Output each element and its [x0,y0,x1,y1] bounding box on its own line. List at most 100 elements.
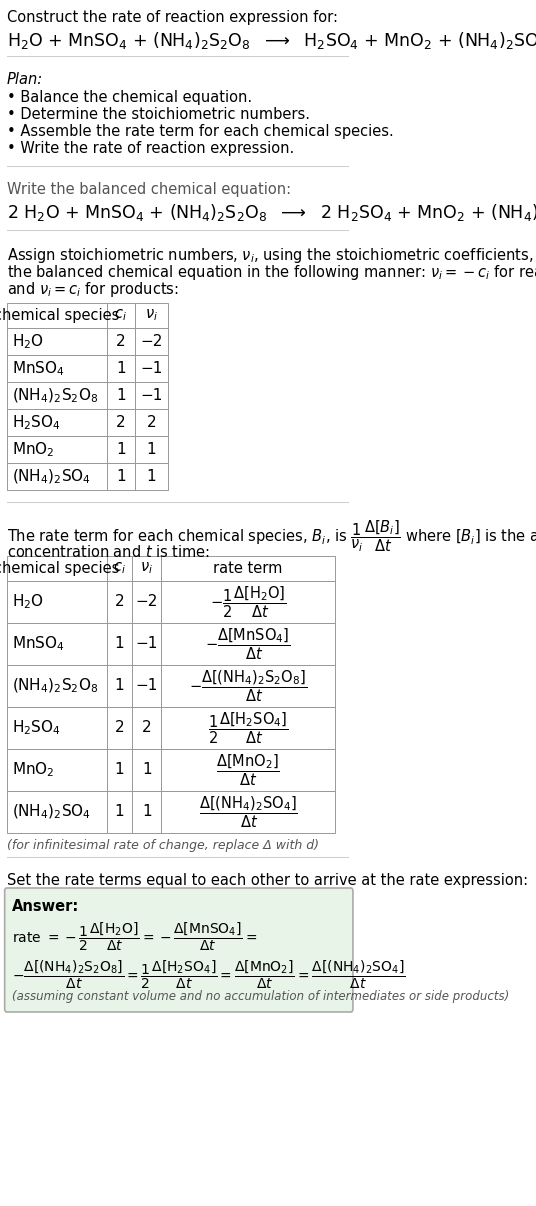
Text: • Determine the stoichiometric numbers.: • Determine the stoichiometric numbers. [6,107,310,122]
Text: Write the balanced chemical equation:: Write the balanced chemical equation: [6,182,291,197]
Bar [6,665,107,707]
Bar [161,749,335,791]
Text: The rate term for each chemical species, $B_i$, is $\dfrac{1}{\nu_i}\dfrac{\Delt: The rate term for each chemical species,… [6,519,536,554]
Text: (NH$_4$)$_2$SO$_4$: (NH$_4$)$_2$SO$_4$ [12,803,91,821]
Text: −1: −1 [140,361,162,376]
Text: 2: 2 [116,334,125,349]
Bar [6,624,107,665]
Text: Answer:: Answer: [12,898,79,914]
Text: H$_2$SO$_4$: H$_2$SO$_4$ [12,414,61,432]
Bar [6,556,107,581]
Bar [107,463,135,490]
Bar [6,749,107,791]
Text: −1: −1 [136,679,158,693]
Bar [107,328,135,355]
Bar [107,437,135,463]
Text: $\nu_i$: $\nu_i$ [140,561,153,576]
Text: 1: 1 [115,804,124,820]
Text: 1: 1 [115,679,124,693]
Text: −2: −2 [136,595,158,609]
Bar [6,791,107,833]
Text: 1: 1 [115,637,124,651]
Bar [132,707,161,749]
Text: $-\dfrac{1}{2}\dfrac{\Delta[\mathrm{H_2O}]}{\Delta t}$: $-\dfrac{1}{2}\dfrac{\Delta[\mathrm{H_2O… [210,584,286,620]
Bar [6,463,107,490]
Bar [135,303,168,328]
Bar [132,581,161,624]
Text: (assuming constant volume and no accumulation of intermediates or side products): (assuming constant volume and no accumul… [12,990,509,1003]
Text: 1: 1 [142,804,152,820]
Text: (for infinitesimal rate of change, replace Δ with d): (for infinitesimal rate of change, repla… [6,839,319,851]
Text: $c_i$: $c_i$ [113,561,126,576]
Bar [161,665,335,707]
Text: Set the rate terms equal to each other to arrive at the rate expression:: Set the rate terms equal to each other t… [6,873,528,888]
Bar [132,624,161,665]
Text: MnSO$_4$: MnSO$_4$ [12,359,65,377]
Text: −1: −1 [136,637,158,651]
Text: Construct the rate of reaction expression for:: Construct the rate of reaction expressio… [6,10,338,25]
Bar [107,581,132,624]
Bar [135,355,168,382]
Text: 2: 2 [115,595,124,609]
Text: H$_2$O: H$_2$O [12,332,44,351]
Bar [161,707,335,749]
Bar [132,556,161,581]
Text: (NH$_4$)$_2$S$_2$O$_8$: (NH$_4$)$_2$S$_2$O$_8$ [12,677,98,695]
Text: MnO$_2$: MnO$_2$ [12,440,55,458]
Text: the balanced chemical equation in the following manner: $\nu_i = -c_i$ for react: the balanced chemical equation in the fo… [6,263,536,282]
Text: MnSO$_4$: MnSO$_4$ [12,634,65,654]
Text: H$_2$SO$_4$: H$_2$SO$_4$ [12,719,61,737]
Text: $\dfrac{1}{2}\dfrac{\Delta[\mathrm{H_2SO_4}]}{\Delta t}$: $\dfrac{1}{2}\dfrac{\Delta[\mathrm{H_2SO… [208,710,288,745]
Bar [161,581,335,624]
Bar [107,382,135,409]
Text: $\nu_i$: $\nu_i$ [145,308,158,323]
Text: (NH$_4$)$_2$S$_2$O$_8$: (NH$_4$)$_2$S$_2$O$_8$ [12,386,98,405]
Text: rate term: rate term [213,561,283,576]
Bar [6,437,107,463]
Bar [161,624,335,665]
Bar [132,665,161,707]
Text: • Assemble the rate term for each chemical species.: • Assemble the rate term for each chemic… [6,124,393,139]
Text: • Write the rate of reaction expression.: • Write the rate of reaction expression. [6,141,294,156]
Bar [107,749,132,791]
Text: 1: 1 [116,361,125,376]
Text: H$_2$O: H$_2$O [12,592,44,611]
Text: chemical species: chemical species [0,308,120,323]
Bar [107,409,135,437]
Text: $\dfrac{\Delta[\mathrm{MnO_2}]}{\Delta t}$: $\dfrac{\Delta[\mathrm{MnO_2}]}{\Delta t… [216,753,280,788]
Bar [6,382,107,409]
Bar [132,791,161,833]
Text: −2: −2 [140,334,162,349]
Text: H$_2$O + MnSO$_4$ + (NH$_4$)$_2$S$_2$O$_8$  $\longrightarrow$  H$_2$SO$_4$ + MnO: H$_2$O + MnSO$_4$ + (NH$_4$)$_2$S$_2$O$_… [6,30,536,51]
Text: 2: 2 [116,415,125,431]
Bar [6,355,107,382]
Text: 1: 1 [142,762,152,778]
Text: −1: −1 [140,388,162,403]
Bar [135,382,168,409]
Text: 1: 1 [147,443,157,457]
Text: and $\nu_i = c_i$ for products:: and $\nu_i = c_i$ for products: [6,280,178,299]
Text: 2: 2 [115,720,124,736]
Text: MnO$_2$: MnO$_2$ [12,761,55,779]
Text: 1: 1 [116,388,125,403]
Bar [107,665,132,707]
Text: $\dfrac{\Delta[\mathrm{(NH_4)_2SO_4}]}{\Delta t}$: $\dfrac{\Delta[\mathrm{(NH_4)_2SO_4}]}{\… [199,795,297,830]
Text: 1: 1 [115,762,124,778]
Text: 2: 2 [142,720,152,736]
Bar [6,328,107,355]
Bar [107,556,132,581]
Bar [107,791,132,833]
Text: $-\dfrac{\Delta[\mathrm{MnSO_4}]}{\Delta t}$: $-\dfrac{\Delta[\mathrm{MnSO_4}]}{\Delta… [205,626,291,662]
Text: $c_i$: $c_i$ [114,308,127,323]
Bar [135,437,168,463]
Bar [135,463,168,490]
Text: rate $= -\dfrac{1}{2}\dfrac{\Delta[\mathrm{H_2O}]}{\Delta t} = -\dfrac{\Delta[\m: rate $= -\dfrac{1}{2}\dfrac{\Delta[\math… [12,921,257,953]
Text: 1: 1 [147,469,157,484]
Bar [107,707,132,749]
Bar [6,581,107,624]
FancyBboxPatch shape [5,888,353,1012]
Bar [107,355,135,382]
Bar [6,409,107,437]
Text: 2: 2 [147,415,157,431]
Bar [132,749,161,791]
